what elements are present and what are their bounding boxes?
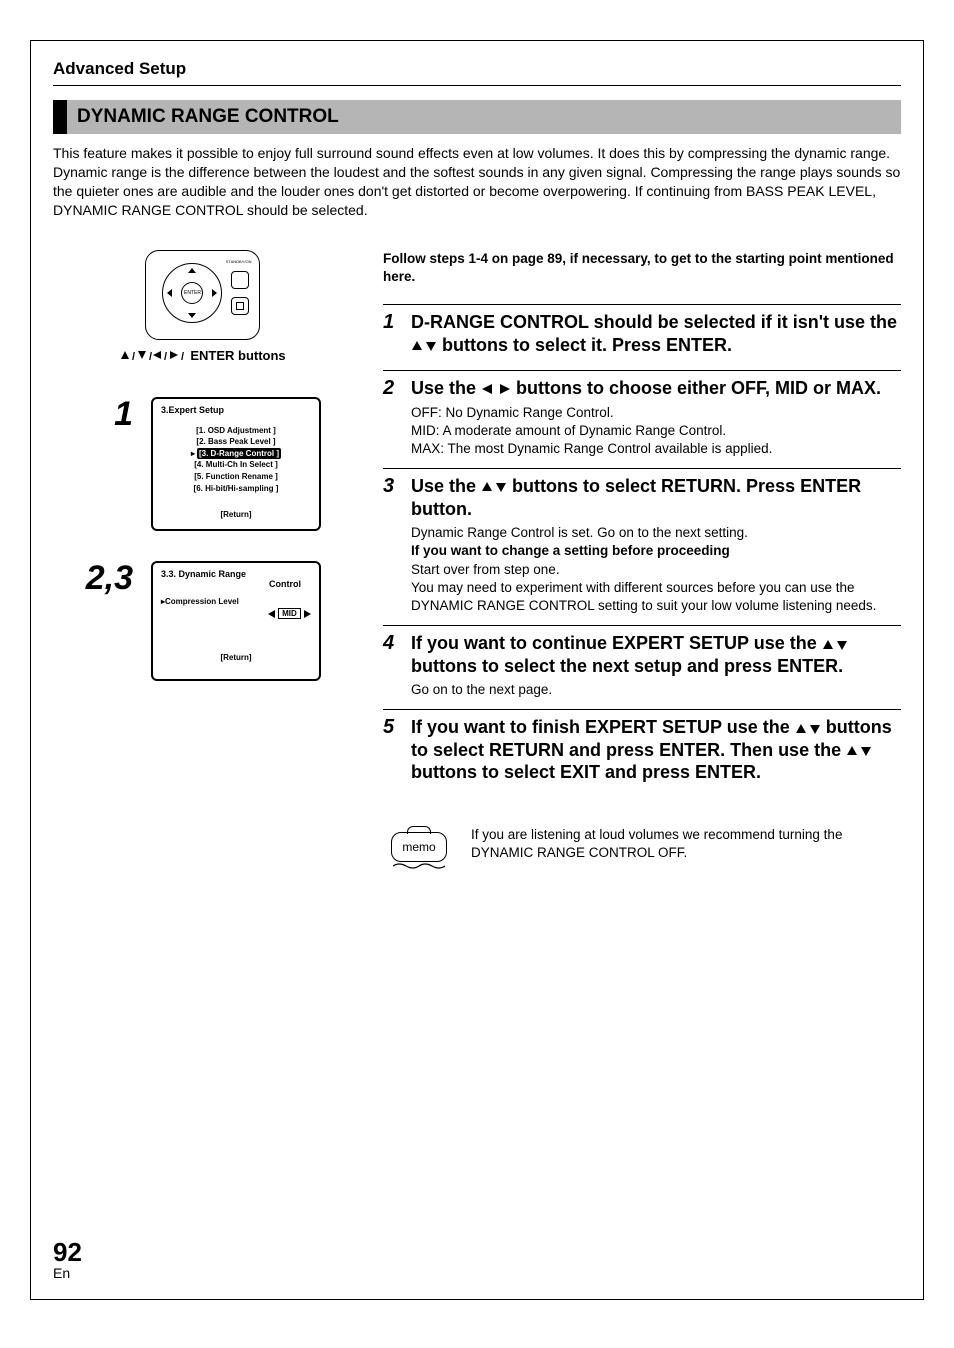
step-text-line: MAX: The most Dynamic Range Control avai… [411, 440, 901, 458]
step-body: Use the buttons to choose either OFF, MI… [411, 377, 901, 458]
step-body: Use the buttons to select RETURN. Press … [411, 475, 901, 615]
remote-caption: / / / / ENTER buttons [120, 348, 285, 363]
step: 2 Use the buttons to choose either OFF, M… [383, 370, 901, 468]
enter-button-icon: ENTER [181, 282, 203, 304]
left-arrow-icon [268, 610, 276, 618]
step-number: 2 [383, 377, 401, 458]
osd-callout-1: 1 [85, 397, 133, 431]
osd-screen-1: 3.Expert Setup [1. OSD Adjustment ][2. B… [151, 397, 321, 532]
svg-text:/: / [164, 351, 167, 362]
osd-row-1: 1 3.Expert Setup [1. OSD Adjustment ][2.… [85, 397, 321, 532]
osd1-menu-item: [1. OSD Adjustment ] [161, 425, 311, 437]
osd1-menu-item: [4. Multi-Ch In Select ] [161, 459, 311, 471]
step-text-line: Dynamic Range Control is set. Go on to t… [411, 524, 901, 542]
intro-paragraph: This feature makes it possible to enjoy … [53, 144, 901, 220]
step-text-line: If you want to change a setting before p… [411, 542, 901, 560]
content-columns: STANDBY/ON ENTER / [53, 250, 901, 870]
osd1-menu-list: [1. OSD Adjustment ][2. Bass Peak Level … [161, 425, 311, 495]
step-text-line: Start over from step one. [411, 561, 901, 579]
steps-list: 1D-RANGE CONTROL should be selected if i… [383, 304, 901, 798]
osd2-value: MID [278, 608, 301, 619]
step-body: If you want to continue EXPERT SETUP use… [411, 632, 901, 699]
svg-text:/: / [149, 351, 152, 362]
osd2-title-line1: 3.3. Dynamic Range [161, 569, 311, 579]
step: 5If you want to finish EXPERT SETUP use … [383, 709, 901, 798]
step-text-line: Go on to the next page. [411, 681, 901, 699]
page-number: 92 En [53, 1239, 82, 1281]
page-number-value: 92 [53, 1239, 82, 1265]
osd2-compression-label: ▸Compression Level [161, 597, 311, 606]
right-arrow-icon [303, 610, 311, 618]
step-title: Use the buttons to choose either OFF, MI… [411, 377, 901, 400]
svg-text:/: / [181, 351, 184, 362]
step-text-line: OFF: No Dynamic Range Control. [411, 404, 901, 422]
memo-text: If you are listening at loud volumes we … [471, 826, 901, 862]
memo-icon: memo [387, 826, 451, 870]
step: 1D-RANGE CONTROL should be selected if i… [383, 304, 901, 370]
osd2-return: [Return] [161, 653, 311, 662]
down-arrow-icon [188, 313, 196, 318]
step-text-line: MID: A moderate amount of Dynamic Range … [411, 422, 901, 440]
page-heading: DYNAMIC RANGE CONTROL [53, 100, 901, 134]
step-text-line: You may need to experiment with differen… [411, 579, 901, 615]
aux-button-icon [231, 297, 249, 315]
osd-row-2: 2,3 3.3. Dynamic Range Control ▸Compress… [85, 561, 321, 681]
step: 3Use the buttons to select RETURN. Press… [383, 468, 901, 625]
left-column: STANDBY/ON ENTER / [53, 250, 353, 870]
manual-page: Advanced Setup DYNAMIC RANGE CONTROL Thi… [30, 40, 924, 1300]
osd2-title-line2: Control [161, 579, 301, 589]
standby-label: STANDBY/ON [226, 259, 252, 264]
right-column: Follow steps 1-4 on page 89, if necessar… [383, 250, 901, 870]
osd1-menu-item: [5. Function Rename ] [161, 471, 311, 483]
step-title: D-RANGE CONTROL should be selected if it… [411, 311, 901, 356]
right-arrow-icon [212, 289, 217, 297]
arrow-glyphs-icon: / / / / [120, 350, 190, 362]
remote-body: STANDBY/ON ENTER [145, 250, 260, 340]
memo-label: memo [402, 840, 435, 854]
osd1-menu-item: [6. Hi-bit/Hi-sampling ] [161, 483, 311, 495]
standby-button-icon [231, 271, 249, 289]
dpad-icon: ENTER [162, 263, 222, 323]
step-number: 4 [383, 632, 401, 699]
page-lang: En [53, 1265, 70, 1281]
left-arrow-icon [167, 289, 172, 297]
step-body: If you want to finish EXPERT SETUP use t… [411, 716, 901, 788]
svg-text:/: / [132, 351, 135, 362]
step-title: If you want to continue EXPERT SETUP use… [411, 632, 901, 677]
step-number: 1 [383, 311, 401, 360]
remote-caption-text: ENTER buttons [190, 348, 285, 363]
remote-illustration: STANDBY/ON ENTER / [120, 250, 285, 397]
up-arrow-icon [188, 268, 196, 273]
osd2-value-row: MID [161, 608, 311, 619]
step-body: D-RANGE CONTROL should be selected if it… [411, 311, 901, 360]
osd1-menu-item: ▸[3. D-Range Control ] [161, 448, 311, 460]
osd-screen-2: 3.3. Dynamic Range Control ▸Compression … [151, 561, 321, 681]
step-number: 5 [383, 716, 401, 788]
step: 4If you want to continue EXPERT SETUP us… [383, 625, 901, 709]
step-number: 3 [383, 475, 401, 615]
step-title: If you want to finish EXPERT SETUP use t… [411, 716, 901, 784]
osd-callout-2: 2,3 [85, 561, 133, 595]
lead-text: Follow steps 1-4 on page 89, if necessar… [383, 250, 901, 286]
section-label: Advanced Setup [53, 59, 901, 86]
memo-block: memo If you are listening at loud volume… [383, 826, 901, 870]
osd1-title: 3.Expert Setup [161, 405, 311, 419]
step-title: Use the buttons to select RETURN. Press … [411, 475, 901, 520]
osd1-menu-item: [2. Bass Peak Level ] [161, 436, 311, 448]
osd1-return: [Return] [161, 510, 311, 519]
